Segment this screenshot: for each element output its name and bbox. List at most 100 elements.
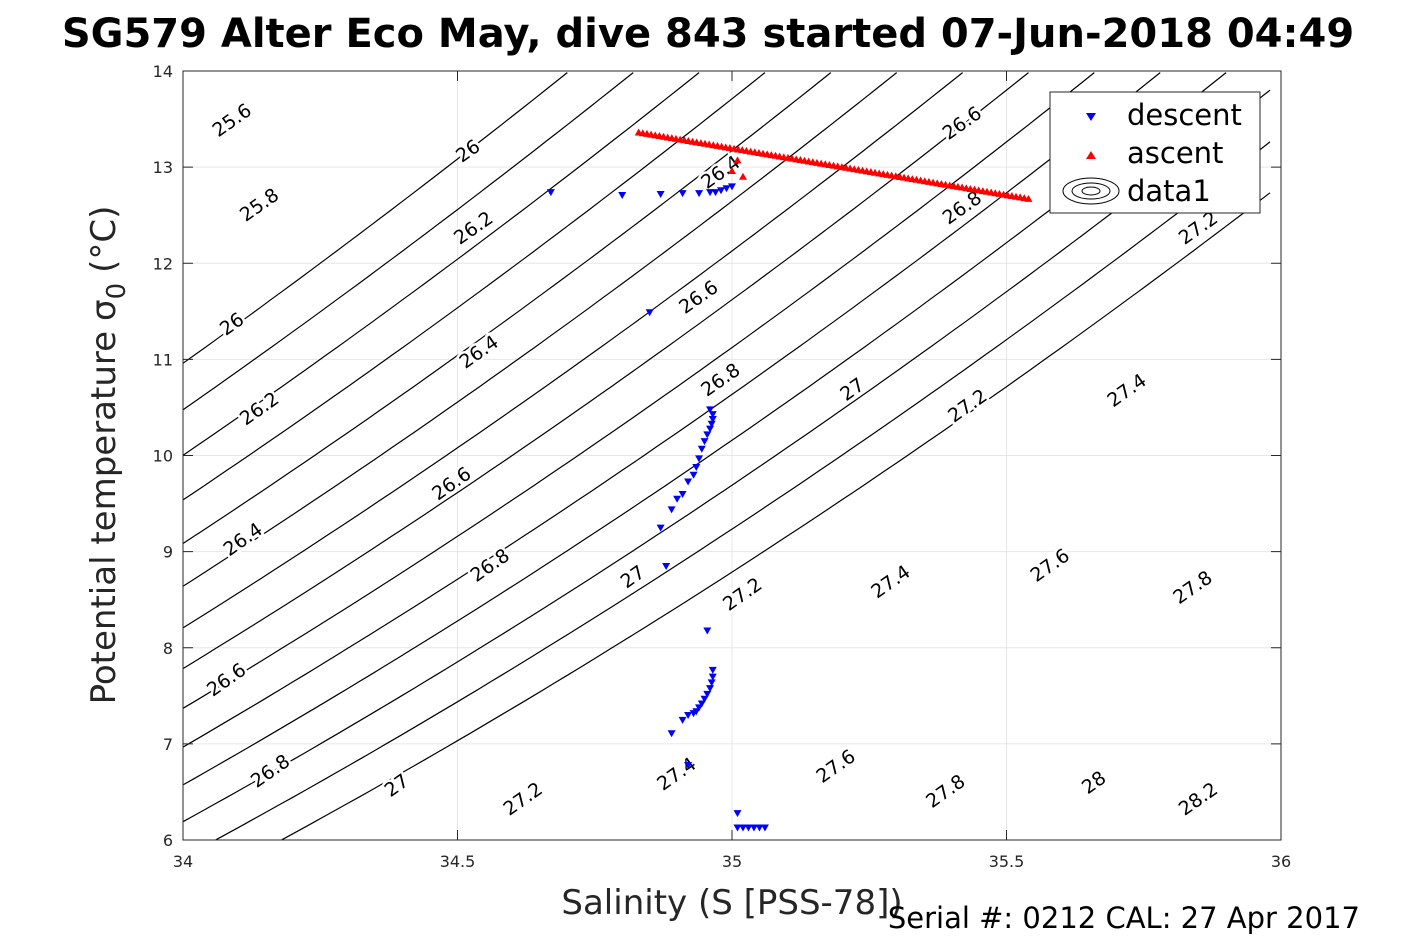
descent-point bbox=[678, 490, 687, 498]
y-axis-label-symbol: σ bbox=[84, 299, 124, 321]
y-tick-label: 11 bbox=[153, 350, 173, 369]
descent-point bbox=[749, 824, 758, 832]
descent-point bbox=[692, 464, 701, 472]
descent-point bbox=[733, 824, 742, 832]
descent-point bbox=[703, 690, 712, 698]
contour-line bbox=[182, 72, 700, 456]
descent-point bbox=[708, 673, 717, 681]
y-axis-label-unit: (°C) bbox=[84, 206, 124, 273]
descent-point bbox=[706, 406, 715, 414]
descent-point bbox=[711, 189, 720, 197]
y-tick-label: 6 bbox=[163, 831, 173, 850]
descent-point bbox=[706, 685, 715, 693]
contour-line bbox=[182, 72, 898, 587]
y-tick-label: 7 bbox=[163, 735, 173, 754]
ascent-point bbox=[733, 156, 742, 164]
descent-point bbox=[689, 471, 698, 479]
y-tick-label: 10 bbox=[153, 447, 173, 466]
x-tick-label: 35 bbox=[722, 852, 742, 871]
descent-point bbox=[656, 191, 665, 199]
legend-data1-label: data1 bbox=[1127, 174, 1211, 208]
x-axis-label: Salinity (S [PSS-78]) bbox=[561, 883, 902, 923]
descent-point bbox=[695, 190, 704, 198]
descent-point bbox=[708, 415, 717, 423]
descent-point bbox=[684, 478, 693, 486]
legend-descent-marker bbox=[1086, 113, 1096, 121]
svg-text:Potential temperatureσ0(°C): Potential temperature σ0 (°C) bbox=[84, 206, 132, 705]
descent-point bbox=[728, 183, 736, 191]
ascent-point bbox=[728, 166, 736, 174]
y-axis-label: Potential temperature σ0 (°C) bbox=[84, 206, 132, 705]
y-tick-label: 12 bbox=[153, 254, 173, 273]
descent-point bbox=[645, 309, 654, 317]
descent-point bbox=[700, 695, 709, 703]
descent-point bbox=[722, 185, 731, 193]
descent-point bbox=[703, 627, 712, 635]
descent-point bbox=[684, 712, 693, 720]
contour-line bbox=[182, 72, 1029, 670]
x-axis-ticks: 34 34.5 35 35.5 36 bbox=[173, 71, 1291, 871]
y-axis-label-text: Potential temperature bbox=[84, 331, 124, 704]
descent-point bbox=[703, 431, 712, 439]
descent-point bbox=[673, 495, 682, 503]
sigma0-contours bbox=[182, 72, 1271, 841]
descent-point bbox=[618, 192, 627, 200]
contour-line bbox=[182, 89, 1271, 823]
descent-point bbox=[707, 420, 716, 428]
descent-point bbox=[707, 679, 716, 687]
y-axis-label-subscript: 0 bbox=[102, 283, 132, 300]
descent-point bbox=[700, 438, 709, 446]
y-axis-ticks: 6 7 8 9 10 11 12 13 14 bbox=[153, 62, 1281, 850]
descent-point bbox=[656, 524, 665, 532]
ascent-point bbox=[738, 172, 747, 180]
descent-point bbox=[662, 563, 671, 571]
descent-point bbox=[678, 190, 687, 198]
ascent-series bbox=[634, 128, 1033, 202]
descent-point bbox=[667, 730, 676, 738]
x-tick-label: 34.5 bbox=[440, 852, 476, 871]
contour-line bbox=[182, 72, 1095, 709]
contour-line bbox=[215, 141, 1271, 841]
descent-point bbox=[755, 824, 764, 832]
descent-point bbox=[706, 425, 715, 433]
descent-point bbox=[684, 762, 693, 770]
legend-descent-label: descent bbox=[1127, 98, 1242, 132]
descent-point bbox=[760, 824, 769, 832]
descent-point bbox=[678, 716, 687, 724]
x-tick-label: 34 bbox=[173, 852, 193, 871]
y-tick-label: 13 bbox=[153, 158, 173, 177]
descent-point bbox=[708, 411, 717, 419]
descent-point bbox=[695, 704, 704, 712]
descent-point bbox=[695, 455, 704, 463]
serial-cal-footer: Serial #: 0212 CAL: 27 Apr 2017 bbox=[888, 901, 1360, 935]
y-tick-label: 9 bbox=[163, 543, 173, 562]
descent-point bbox=[738, 824, 747, 832]
x-tick-label: 36 bbox=[1271, 852, 1291, 871]
y-tick-label: 8 bbox=[163, 639, 173, 658]
descent-point bbox=[717, 187, 726, 195]
contour-line bbox=[281, 192, 1271, 841]
x-tick-label: 35.5 bbox=[989, 852, 1025, 871]
contour-line bbox=[182, 72, 963, 629]
legend: descent ascent data1 bbox=[1049, 91, 1261, 214]
descent-point bbox=[706, 189, 715, 197]
descent-point bbox=[697, 445, 706, 453]
legend-ascent-label: ascent bbox=[1127, 136, 1223, 170]
contour-line bbox=[182, 72, 832, 545]
contour-line bbox=[182, 72, 1161, 748]
contour-line bbox=[182, 72, 634, 411]
ascent-point bbox=[1024, 194, 1033, 202]
descent-point bbox=[697, 700, 706, 708]
descent-series bbox=[546, 183, 769, 832]
descent-point bbox=[733, 810, 742, 818]
contour-line bbox=[182, 72, 568, 364]
descent-point bbox=[546, 189, 555, 197]
chart-title: SG579 Alter Eco May, dive 843 started 07… bbox=[62, 11, 1354, 57]
contour-line bbox=[182, 72, 766, 501]
y-tick-label: 14 bbox=[153, 62, 173, 81]
legend-ascent-marker bbox=[1086, 151, 1096, 159]
descent-point bbox=[689, 710, 698, 718]
descent-point bbox=[744, 824, 753, 832]
legend-contour-icon bbox=[1062, 177, 1120, 205]
descent-point bbox=[667, 506, 676, 514]
